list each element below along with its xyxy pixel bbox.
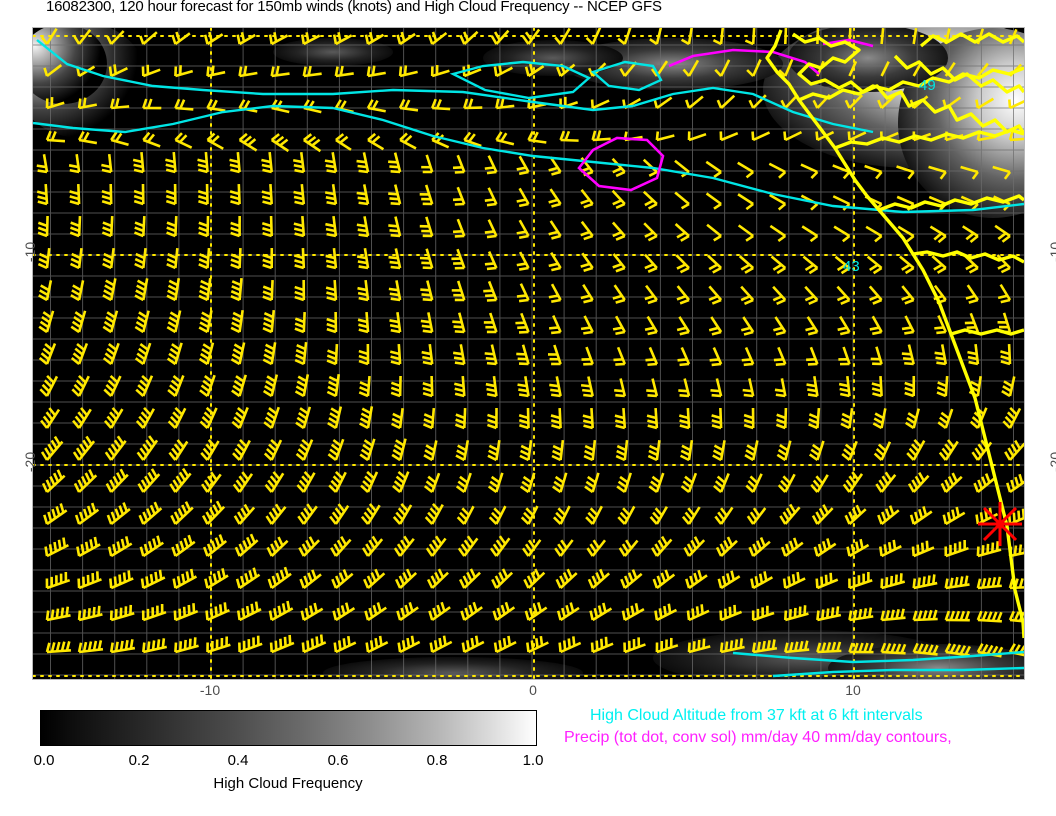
contour-label-43: 43 (843, 258, 860, 275)
wind-barb (1008, 576, 1024, 590)
x-tick-0: 0 (529, 682, 537, 698)
x-tick-neg10: -10 (199, 682, 221, 698)
colorbar-tick-0: 0.0 (33, 752, 55, 769)
map-panel[interactable]: 49 43 (32, 27, 1025, 680)
station-marker[interactable] (978, 502, 1022, 546)
y-tick-neg10-right: -10 (1047, 241, 1056, 263)
x-tick-10: 10 (845, 682, 861, 698)
map-canvas[interactable]: 49 43 (33, 28, 1024, 679)
cloud-altitude-contours (33, 39, 1024, 678)
wind-barb (816, 28, 820, 46)
wind-barb (783, 28, 788, 46)
wind-barb (880, 28, 885, 46)
colorbar-tick-2: 0.4 (227, 752, 249, 769)
y-tick-neg10-left: -10 (22, 241, 38, 263)
colorbar-tick-1: 0.2 (128, 752, 150, 769)
contour-label-49: 49 (919, 77, 936, 94)
colorbar-tick-5: 1.0 (522, 752, 544, 769)
legend-note-precip: Precip (tot dot, conv sol) mm/day 40 mm/… (564, 729, 952, 746)
colorbar-tick-3: 0.6 (327, 752, 349, 769)
colorbar-tick-4: 0.8 (426, 752, 448, 769)
y-tick-neg20-right: -20 (1047, 451, 1056, 473)
y-tick-neg20-left: -20 (22, 451, 38, 473)
figure-title: 16082300, 120 hour forecast for 150mb wi… (46, 0, 662, 15)
colorbar-high-cloud-frequency (40, 710, 537, 746)
colorbar-label: High Cloud Frequency (213, 775, 363, 792)
legend-note-cloud-altitude: High Cloud Altitude from 37 kft at 6 kft… (590, 707, 923, 724)
